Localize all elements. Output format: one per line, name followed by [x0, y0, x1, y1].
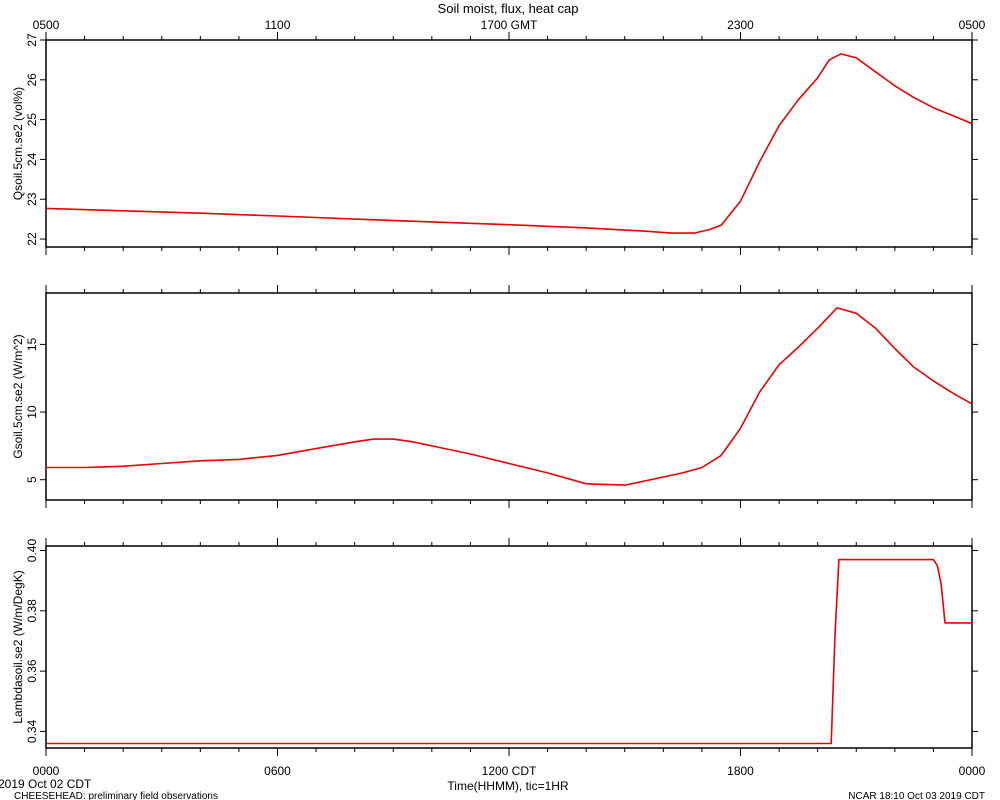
y-tick-label: 25: [25, 113, 39, 127]
panel-1: 22 23 24 25 26 27 Qsoil.5cm.se2 (vol%): [11, 32, 978, 255]
bottom-tick-label: 0000: [959, 764, 986, 778]
chart-title: Soil moist, flux, heat cap: [438, 1, 579, 16]
y-axis-label: Lambdasoil.se2 (W/m/DegK): [11, 570, 25, 723]
y-tick-label: 24: [25, 152, 39, 166]
top-tick-label: 2300: [727, 18, 754, 32]
y-axis-label: Gsoil.5cm.se2 (W/m^2): [11, 334, 25, 458]
y-tick-label: 27: [25, 33, 39, 47]
footer-project: CHEESEHEAD: preliminary field observatio…: [14, 791, 218, 800]
y-tick-label: 22: [25, 232, 39, 246]
series-line: [46, 307, 973, 486]
panel-frame: [45, 292, 973, 501]
y-tick-label: 5: [25, 476, 39, 483]
bottom-tick-label: 1800: [727, 764, 754, 778]
top-tick-label: 1100: [265, 18, 291, 32]
footer-producer: NCAR 18:10 Oct 03 2019 CDT: [848, 791, 985, 800]
series-line: [46, 558, 972, 745]
x-axis-label: Time(HHMM), tic=1HR: [447, 779, 569, 793]
y-tick-label: 0.40: [25, 539, 39, 563]
top-tick-label: 0500: [959, 18, 986, 32]
y-tick-label: 15: [25, 337, 39, 351]
bottom-tick-label: 0600: [264, 764, 291, 778]
top-tick-label: 1700 GMT: [481, 18, 538, 32]
panel-frame: [45, 545, 973, 749]
bottom-tick-label: 1200 CDT: [482, 764, 537, 778]
y-tick-label: 0.38: [25, 599, 39, 623]
y-tick-label: 23: [25, 192, 39, 206]
y-tick-label: 10: [25, 405, 39, 419]
y-tick-label: 0.36: [25, 659, 39, 683]
footer-start-date: 2019 Oct 02 CDT: [0, 777, 92, 791]
y-tick-label: 0.34: [25, 719, 39, 743]
axes-layer: 22 23 24 25 26 27 Qsoil.5cm.se2 (vol%) 5 10 15Gso…: [11, 18, 986, 778]
y-axis-label: Qsoil.5cm.se2 (vol%): [11, 87, 25, 200]
series-line: [45, 53, 973, 234]
top-tick-label: 0500: [33, 18, 60, 32]
y-tick-label: 26: [25, 73, 39, 87]
panel-frame: [45, 39, 973, 248]
bottom-tick-label: 0000: [33, 764, 60, 778]
